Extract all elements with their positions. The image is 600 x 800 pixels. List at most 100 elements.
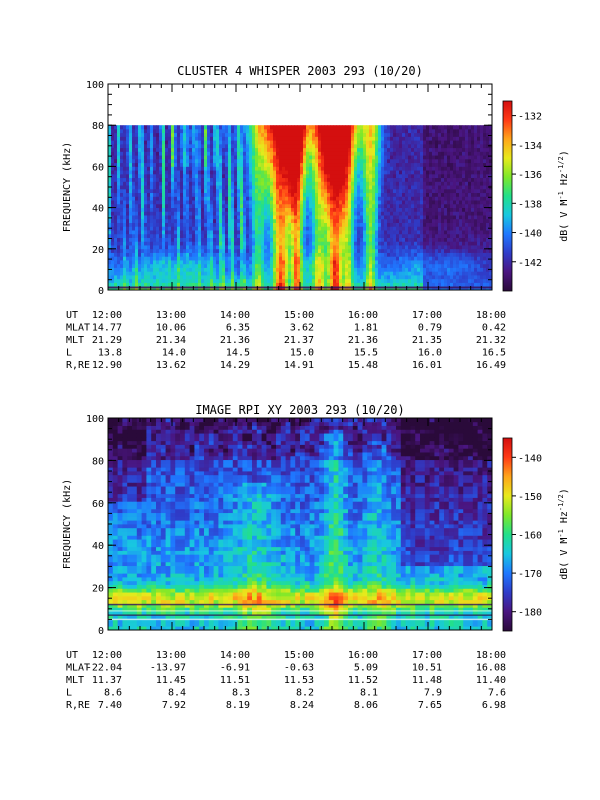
heatmap-cell [228, 158, 232, 164]
heatmap-cell [285, 260, 289, 265]
heatmap-cell [456, 256, 460, 261]
heatmap-cell [432, 275, 436, 280]
heatmap-cell [288, 218, 292, 223]
heatmap-cell [153, 252, 157, 257]
heatmap-cell [219, 237, 223, 242]
heatmap-cell [447, 143, 451, 149]
heatmap-cell [261, 192, 265, 197]
heatmap-cell [420, 173, 424, 179]
heatmap-cell [405, 173, 409, 179]
heatmap-cell [156, 151, 160, 156]
heatmap-cell [435, 155, 439, 160]
heatmap-cell [378, 143, 382, 149]
heatmap-cell [309, 192, 313, 197]
heatmap-cell [354, 185, 358, 190]
heatmap-cell [414, 173, 418, 179]
heatmap-cell [327, 188, 331, 194]
heatmap-cell [444, 158, 448, 164]
heatmap-cell [126, 282, 130, 287]
heatmap-cell [147, 192, 151, 197]
heatmap-cell [252, 166, 256, 171]
heatmap-cell [369, 245, 373, 250]
heatmap-cell [144, 256, 148, 261]
heatmap-cell [372, 263, 376, 268]
heatmap-cell [264, 203, 268, 208]
heatmap-cell [183, 282, 187, 287]
heatmap-cell [270, 237, 274, 242]
heatmap-cell [348, 263, 352, 268]
heatmap-cell [291, 256, 295, 261]
heatmap-cell [453, 218, 457, 223]
heatmap-cell [282, 200, 286, 205]
heatmap-cell [321, 203, 325, 208]
heatmap-cell [111, 177, 115, 182]
heatmap-cell [150, 215, 154, 220]
heatmap-cell [240, 188, 244, 194]
heatmap-cell [444, 248, 448, 253]
heatmap-cell [303, 203, 307, 208]
heatmap-cell [324, 267, 328, 272]
heatmap-cell [396, 177, 400, 182]
heatmap-cell [228, 245, 232, 250]
heatmap-cell [420, 151, 424, 156]
heatmap-cell [396, 143, 400, 149]
heatmap-cell [480, 192, 484, 197]
heatmap-cell [123, 263, 127, 268]
heatmap-cell [114, 278, 118, 283]
heatmap-cell [285, 192, 289, 197]
heatmap-cell [453, 222, 457, 227]
heatmap-cell [396, 158, 400, 164]
heatmap-cell [426, 143, 430, 149]
heatmap-cell [312, 147, 316, 152]
heatmap-cell [252, 155, 256, 160]
heatmap-cell [258, 170, 262, 175]
heatmap-cell [213, 241, 217, 246]
heatmap-cell [198, 248, 202, 253]
heatmap-cell [294, 155, 298, 160]
heatmap-cell [246, 267, 250, 272]
heatmap-cell [183, 226, 187, 231]
heatmap-cell [306, 158, 310, 164]
heatmap-cell [258, 218, 262, 223]
heatmap-cell [438, 147, 442, 152]
heatmap-cell [402, 170, 406, 175]
heatmap-cell [489, 218, 493, 223]
heatmap-cell [333, 211, 337, 216]
heatmap-cell [396, 203, 400, 208]
heatmap-cell [477, 248, 481, 253]
heatmap-cell [447, 192, 451, 197]
heatmap-cell [204, 233, 208, 238]
heatmap-cell [174, 170, 178, 175]
heatmap-cell [372, 226, 376, 231]
heatmap-cell [183, 151, 187, 156]
heatmap-cell [294, 275, 298, 280]
heatmap-cell [312, 151, 316, 156]
heatmap-cell [207, 143, 211, 149]
heatmap-cell [147, 166, 151, 171]
heatmap-cell [237, 192, 241, 197]
heatmap-cell [120, 241, 124, 246]
heatmap-cell [372, 162, 376, 167]
heatmap-cell [189, 260, 193, 265]
heatmap-cell [399, 177, 403, 182]
heatmap-cell [465, 260, 469, 265]
heatmap-cell [159, 252, 163, 257]
heatmap-cell [474, 188, 478, 194]
heatmap-cell [375, 177, 379, 182]
heatmap-cell [486, 267, 490, 272]
heatmap-cell [177, 188, 181, 194]
heatmap-cell [444, 147, 448, 152]
heatmap-cell [264, 237, 268, 242]
heatmap-cell [348, 177, 352, 182]
heatmap-cell [132, 147, 136, 152]
heatmap-cell [435, 170, 439, 175]
heatmap-cell [198, 200, 202, 205]
heatmap-cell [243, 233, 247, 238]
heatmap-cell [375, 158, 379, 164]
heatmap-cell [159, 166, 163, 171]
heatmap-cell [282, 271, 286, 276]
heatmap-cell [366, 185, 370, 190]
heatmap-cell [462, 248, 466, 253]
heatmap-cell [348, 282, 352, 287]
heatmap-cell [123, 282, 127, 287]
